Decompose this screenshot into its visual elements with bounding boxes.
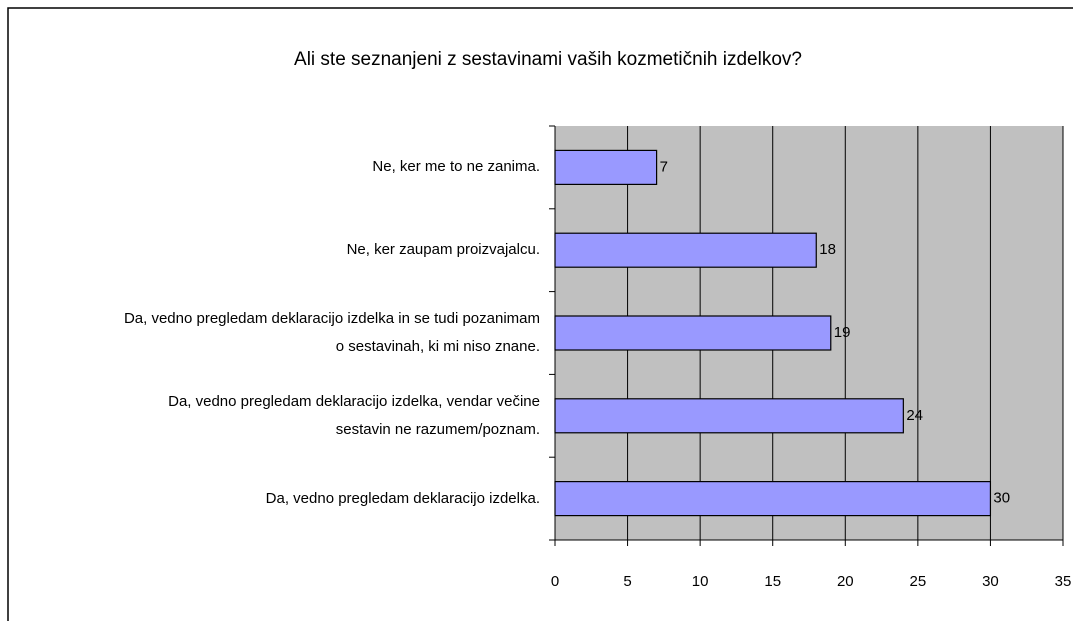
x-tick-label: 5 xyxy=(623,573,631,590)
y-tick-label: Da, vedno pregledam deklaracijo izdelka. xyxy=(265,489,540,507)
x-tick-label: 10 xyxy=(692,573,709,590)
value-label: 19 xyxy=(834,324,851,341)
chart-border xyxy=(7,7,1073,621)
bar xyxy=(554,315,832,351)
y-tick-label: Da, vedno pregledam deklaracijo izdelka,… xyxy=(168,392,540,438)
x-tick-label: 25 xyxy=(910,573,927,590)
x-tick-label: 35 xyxy=(1055,573,1072,590)
x-tick-label: 30 xyxy=(982,573,999,590)
value-label: 7 xyxy=(660,158,668,175)
x-tick-label: 0 xyxy=(551,573,559,590)
bar xyxy=(554,398,904,434)
chart-title: Ali ste seznanjeni z sestavinami vaših k… xyxy=(294,49,802,70)
x-tick-label: 15 xyxy=(764,573,781,590)
y-tick-label: Ne, ker me to ne zanima. xyxy=(372,158,540,176)
bar xyxy=(554,232,817,268)
x-tick-label: 20 xyxy=(837,573,854,590)
value-label: 24 xyxy=(906,407,923,424)
y-tick-label: Ne, ker zaupam proizvajalcu. xyxy=(346,241,540,259)
bar xyxy=(554,149,658,185)
value-label: 18 xyxy=(819,241,836,258)
y-tick-label: Da, vedno pregledam deklaracijo izdelka … xyxy=(123,310,540,355)
bar xyxy=(554,481,992,517)
value-label: 30 xyxy=(993,490,1010,507)
